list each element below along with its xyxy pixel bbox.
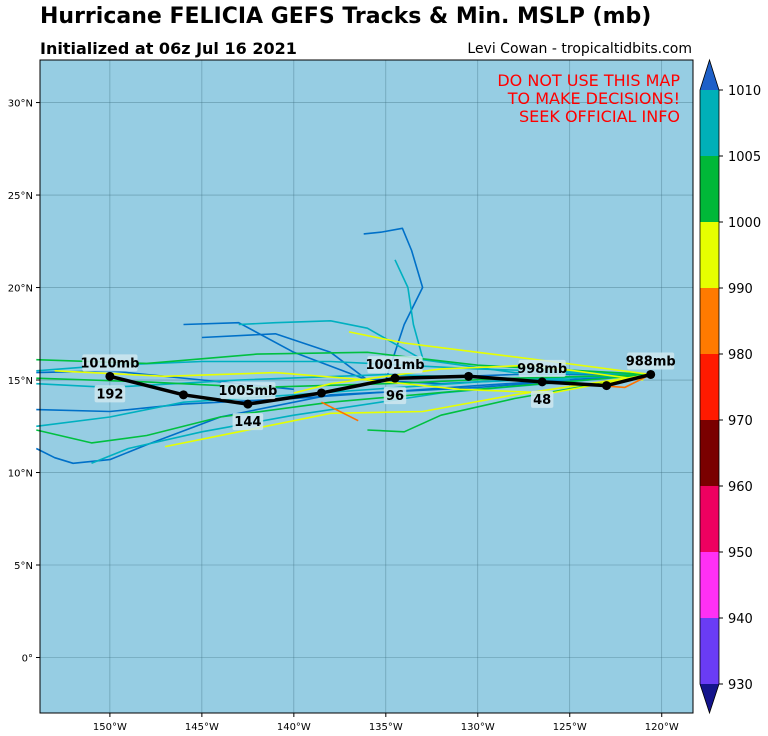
label-box — [220, 382, 276, 400]
pressure-label: 1001mb — [365, 356, 425, 374]
lat-tick-label: 5°N — [14, 561, 33, 572]
pressure-colorbar: 930 940 950 960 970 980 990 1000 1005 1010 — [699, 58, 761, 715]
colorbar-segment — [700, 222, 719, 288]
axis-ticks: 150°W 145°W 140°W 135°W 130°W 125°W 120°W 0° 5°N… — [8, 99, 679, 733]
colorbar-tick-label: 940 — [728, 612, 753, 627]
colorbar-segment — [700, 552, 719, 618]
mean-track-point — [178, 390, 188, 400]
label-text: 988mb — [626, 354, 676, 369]
init-time-label: Initialized at 06z Jul 16 2021 — [40, 39, 297, 58]
pressure-label: 1010mb — [80, 354, 139, 372]
label-box — [367, 356, 423, 374]
lat-tick-label: 15°N — [8, 376, 33, 387]
mean-track-point — [602, 381, 612, 391]
map-title: Hurricane FELICIA GEFS Tracks & Min. MSL… — [40, 4, 652, 29]
mean-track-point — [316, 388, 326, 398]
lat-tick-label: 25°N — [8, 191, 33, 202]
label-text: 192 — [96, 387, 123, 402]
mean-track-point — [537, 377, 547, 387]
forecast-hour-label: 192 — [94, 385, 126, 403]
lat-lon-grid — [40, 60, 693, 713]
label-text: 1010mb — [80, 356, 139, 371]
lon-tick-label: 130°W — [461, 722, 495, 733]
member-track — [394, 259, 424, 359]
colorbar-tick-label: 980 — [728, 348, 753, 363]
lon-tick-label: 140°W — [277, 722, 311, 733]
forecast-hour-label: 96 — [383, 387, 407, 405]
label-box — [94, 385, 126, 403]
label-box — [518, 359, 566, 377]
label-box — [383, 387, 407, 405]
lon-tick-label: 145°W — [185, 722, 219, 733]
pressure-label: 998mb — [517, 359, 567, 377]
lat-tick-label: 0° — [22, 654, 33, 665]
mean-track-point — [243, 399, 253, 409]
mean-track-point — [390, 373, 400, 383]
colorbar-tick-label: 960 — [728, 480, 753, 495]
label-text: 96 — [386, 389, 404, 404]
forecast-hour-label: 144 — [232, 413, 264, 431]
colorbar-tick-label: 1000 — [728, 216, 761, 231]
member-track — [348, 331, 651, 376]
label-text: 48 — [533, 393, 551, 408]
colorbar-under-arrow — [700, 684, 719, 713]
lon-tick-label: 125°W — [553, 722, 587, 733]
lon-tick-label: 150°W — [93, 722, 127, 733]
colorbar-segment — [700, 486, 719, 552]
lat-tick-label: 10°N — [8, 469, 33, 480]
colorbar-segment — [700, 354, 719, 420]
pressure-label: 1005mb — [218, 382, 277, 400]
colorbar-tick-label: 1005 — [728, 150, 761, 165]
warning-line: TO MAKE DECISIONS! — [507, 89, 680, 108]
mean-track-point — [646, 369, 656, 379]
label-box — [530, 390, 554, 408]
mean-track-point — [464, 371, 474, 381]
colorbar-segment — [700, 156, 719, 222]
warning-line: DO NOT USE THIS MAP — [497, 71, 680, 90]
pressure-label: 988mb — [626, 352, 676, 370]
label-text: 998mb — [517, 362, 567, 377]
member-track — [367, 373, 651, 433]
lat-tick-label: 30°N — [8, 99, 33, 110]
label-text: 1005mb — [218, 384, 277, 399]
map-frame — [39, 59, 694, 714]
colorbar-tick-label: 1010 — [728, 84, 761, 99]
colorbar-tick-label: 930 — [728, 678, 753, 693]
ensemble-mean-track — [105, 369, 656, 409]
colorbar-segment — [700, 90, 719, 156]
colorbar-tick-label: 970 — [728, 414, 753, 429]
warning-line: SEEK OFFICIAL INFO — [519, 107, 680, 126]
colorbar-segment — [700, 288, 719, 354]
mean-track-labels: 988mb 998mb 48 1001mb 96 1005mb 144 1010mb 192 — [80, 352, 676, 431]
label-box — [627, 352, 675, 370]
lat-tick-label: 20°N — [8, 284, 33, 295]
colorbar-tick-label: 950 — [728, 546, 753, 561]
credit-label: Levi Cowan - tropicaltidbits.com — [467, 41, 692, 57]
label-text: 144 — [234, 415, 261, 430]
label-text: 1001mb — [365, 358, 424, 373]
ensemble-member-tracks — [35, 227, 652, 465]
label-box — [82, 354, 138, 372]
member-track — [321, 401, 359, 422]
colorbar-over-arrow — [700, 60, 719, 90]
forecast-hour-label: 48 — [530, 390, 554, 408]
member-track — [363, 227, 424, 381]
colorbar-segment — [700, 420, 719, 486]
mean-track-point — [105, 371, 115, 381]
member-track — [238, 319, 651, 376]
lon-tick-label: 135°W — [369, 722, 403, 733]
map-border — [39, 59, 694, 714]
colorbar-tick-label: 990 — [728, 282, 753, 297]
label-box — [232, 413, 264, 431]
member-track — [293, 364, 644, 394]
colorbar-segment — [700, 618, 719, 684]
lon-tick-label: 120°W — [645, 722, 679, 733]
